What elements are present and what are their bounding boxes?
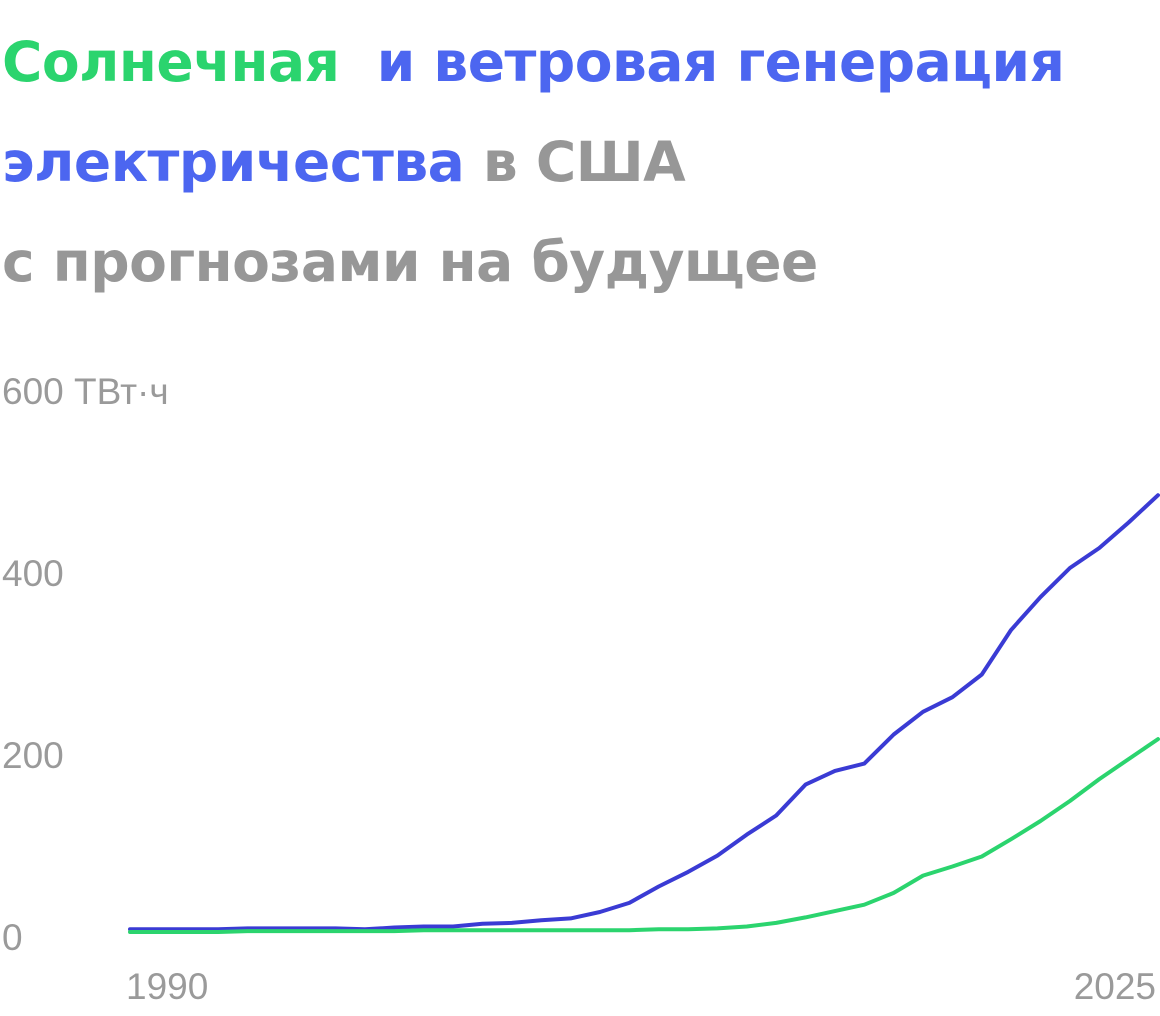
x-tick-label: 1990	[126, 966, 208, 1007]
x-axis: 1990 2025	[126, 966, 1156, 1007]
y-tick-label: 400	[2, 553, 64, 594]
title-wind-part-2: электричества	[2, 130, 465, 194]
series-line-solar	[128, 737, 1160, 934]
title-line-1: Солнечная и ветровая генерация	[2, 12, 1065, 112]
x-tick-label: 2025	[1074, 966, 1156, 1007]
title-rest-2: с прогнозами на будущее	[2, 230, 818, 294]
y-tick-label: 0	[2, 917, 23, 958]
title-line-2: электричества в США	[2, 112, 1064, 212]
title-wind-part-1: и ветровая генерация	[376, 30, 1065, 94]
y-tick-label: 600 ТВт·ч	[2, 371, 169, 412]
chart-title: Солнечная и ветровая генерация электриче…	[2, 12, 1065, 312]
y-axis: 600 ТВт·ч 400 200 0	[2, 371, 169, 958]
y-tick-label: 200	[2, 735, 64, 776]
title-rest-1: в США	[482, 130, 686, 194]
title-solar: Солнечная	[2, 30, 340, 94]
series-group	[128, 493, 1160, 934]
title-line-3: с прогнозами на будущее	[2, 212, 1064, 312]
series-line-wind	[128, 493, 1160, 932]
